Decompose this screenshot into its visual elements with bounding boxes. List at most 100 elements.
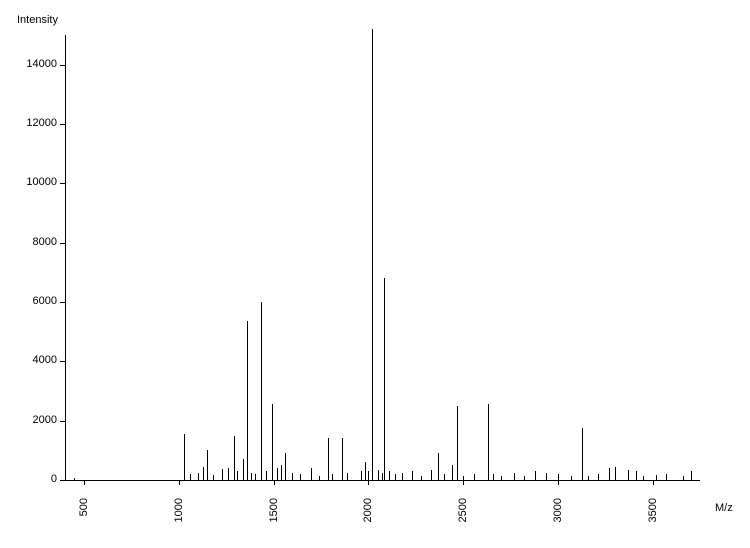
- spectrum-peak: [666, 474, 667, 480]
- spectrum-peak: [361, 471, 362, 480]
- spectrum-peak: [378, 470, 379, 480]
- spectrum-peak: [643, 476, 644, 480]
- spectrum-peak: [535, 471, 536, 480]
- spectrum-peak: [457, 406, 458, 480]
- x-tick: [84, 480, 85, 485]
- spectrum-peak: [389, 471, 390, 480]
- spectrum-peak: [628, 470, 629, 480]
- spectrum-peak: [588, 476, 589, 480]
- spectrum-peak: [514, 473, 515, 480]
- spectrum-peak: [609, 468, 610, 480]
- spectrum-peak: [300, 474, 301, 480]
- spectrum-peak: [247, 321, 248, 480]
- spectrum-peak: [277, 468, 278, 480]
- spectrum-peak: [582, 428, 583, 480]
- spectrum-peak: [319, 476, 320, 480]
- spectrum-peak: [190, 474, 191, 480]
- spectrum-peak: [365, 462, 366, 480]
- spectrum-peak: [328, 438, 329, 480]
- spectrum-peak: [222, 469, 223, 480]
- y-tick: [60, 65, 65, 66]
- spectrum-peak: [347, 473, 348, 480]
- spectrum-peak: [213, 475, 214, 480]
- y-tick: [60, 124, 65, 125]
- mass-spectrum-chart: Intensity M/z 02000400060008000100001200…: [0, 0, 750, 540]
- spectrum-peak: [184, 434, 185, 480]
- y-tick: [60, 480, 65, 481]
- spectrum-peak: [372, 29, 373, 480]
- x-tick-label: 2500: [457, 498, 469, 548]
- spectrum-peak: [332, 474, 333, 480]
- spectrum-peak: [421, 476, 422, 480]
- x-tick-label: 3500: [647, 498, 659, 548]
- x-tick-label: 2000: [362, 498, 374, 548]
- y-axis-line: [65, 35, 66, 480]
- spectrum-peak: [384, 278, 385, 480]
- spectrum-peak: [285, 453, 286, 480]
- y-tick-label: 14000: [26, 58, 57, 70]
- spectrum-peak: [546, 473, 547, 480]
- spectrum-peak: [243, 459, 244, 480]
- spectrum-peak: [493, 474, 494, 480]
- spectrum-peak: [501, 476, 502, 480]
- spectrum-peak: [228, 468, 229, 480]
- spectrum-peak: [368, 471, 369, 480]
- y-tick: [60, 243, 65, 244]
- y-tick: [60, 302, 65, 303]
- spectrum-peak: [266, 471, 267, 480]
- spectrum-peak: [198, 473, 199, 480]
- spectrum-peak: [524, 476, 525, 480]
- x-axis-line: [65, 480, 700, 481]
- x-tick-label: 1500: [268, 498, 280, 548]
- spectrum-peak: [615, 467, 616, 480]
- y-tick-label: 10000: [26, 176, 57, 188]
- y-tick-label: 2000: [33, 414, 57, 426]
- x-tick: [558, 480, 559, 485]
- spectrum-peak: [395, 474, 396, 480]
- spectrum-peak: [311, 468, 312, 480]
- spectrum-peak: [438, 453, 439, 480]
- spectrum-peak: [292, 473, 293, 480]
- spectrum-peak: [463, 476, 464, 480]
- spectrum-peak: [74, 478, 75, 480]
- y-tick: [60, 361, 65, 362]
- x-tick-label: 500: [78, 498, 90, 548]
- spectrum-peak: [452, 465, 453, 480]
- spectrum-peak: [207, 450, 208, 480]
- x-tick: [653, 480, 654, 485]
- y-axis-title: Intensity: [17, 14, 58, 26]
- y-tick-label: 4000: [33, 354, 57, 366]
- spectrum-peak: [691, 471, 692, 480]
- spectrum-peak: [261, 302, 262, 480]
- spectrum-peak: [488, 404, 489, 480]
- y-tick: [60, 421, 65, 422]
- spectrum-peak: [237, 471, 238, 480]
- spectrum-peak: [281, 465, 282, 480]
- spectrum-peak: [402, 473, 403, 480]
- x-tick: [274, 480, 275, 485]
- spectrum-peak: [251, 473, 252, 480]
- spectrum-peak: [474, 474, 475, 480]
- spectrum-peak: [558, 474, 559, 480]
- spectrum-peak: [255, 474, 256, 480]
- y-tick: [60, 183, 65, 184]
- x-tick-label: 1000: [173, 498, 185, 548]
- spectrum-peak: [382, 473, 383, 480]
- spectrum-peak: [412, 471, 413, 480]
- spectrum-peak: [683, 476, 684, 480]
- spectrum-peak: [636, 471, 637, 480]
- x-tick: [179, 480, 180, 485]
- spectrum-peak: [444, 474, 445, 480]
- spectrum-peak: [234, 436, 235, 481]
- y-tick-label: 12000: [26, 117, 57, 129]
- spectrum-peak: [203, 467, 204, 480]
- y-tick-label: 8000: [33, 236, 57, 248]
- spectrum-peak: [342, 438, 343, 480]
- spectrum-peak: [431, 470, 432, 480]
- spectrum-peak: [598, 474, 599, 480]
- spectrum-peak: [656, 475, 657, 480]
- spectrum-peak: [272, 404, 273, 480]
- y-tick-label: 6000: [33, 295, 57, 307]
- x-tick: [463, 480, 464, 485]
- x-axis-title: M/z: [715, 502, 733, 514]
